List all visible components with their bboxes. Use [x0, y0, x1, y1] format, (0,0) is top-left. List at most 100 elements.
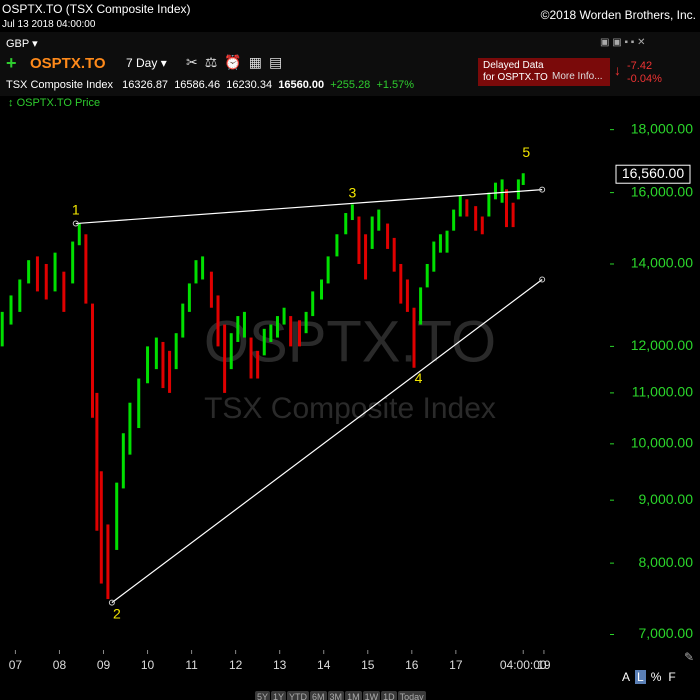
price-bar	[161, 341, 165, 389]
down-arrow: ↓	[614, 62, 621, 78]
price-bar	[242, 311, 246, 338]
tool-icons[interactable]: ✂⚖⏰▦▤	[186, 54, 290, 70]
y-tick-label: 10,000.00	[631, 435, 693, 451]
price-bar	[357, 216, 361, 264]
quote-open: 16326.87	[122, 79, 169, 91]
quote-last: 16560.00	[278, 79, 325, 91]
wave-label: 5	[522, 144, 530, 160]
price-bar	[458, 195, 462, 217]
price-bar	[201, 256, 205, 280]
button[interactable]: F	[668, 670, 676, 684]
price-bar	[386, 223, 390, 249]
button[interactable]: 1D	[381, 691, 397, 700]
y-tick-label: 14,000.00	[631, 255, 693, 271]
window-title: OSPTX.TO (TSX Composite Index)	[2, 2, 191, 16]
button[interactable]: YTD	[287, 691, 310, 700]
price-bar	[432, 241, 436, 272]
price-bar	[474, 206, 478, 231]
button[interactable]: 1W	[362, 691, 381, 700]
price-bar	[194, 260, 198, 284]
watermark-name: TSX Composite Index	[204, 392, 496, 425]
button[interactable]: A	[622, 670, 631, 684]
wave-label: 4	[415, 370, 423, 386]
x-tick-label: 07	[9, 658, 23, 672]
price-bar	[480, 216, 484, 235]
price-bar	[320, 279, 324, 300]
price-bar	[289, 316, 293, 347]
price-bar	[27, 260, 31, 284]
x-tick-label: 09	[97, 658, 111, 672]
price-bar	[350, 204, 354, 221]
button[interactable]: L	[635, 670, 646, 684]
delayed-line1: Delayed Data	[483, 60, 544, 71]
price-bar	[370, 216, 374, 249]
x-tick-label: 19	[537, 658, 551, 672]
price-bar	[311, 291, 315, 317]
trendline	[111, 279, 543, 604]
trendline	[75, 189, 543, 225]
price-bar	[146, 346, 150, 384]
price-bar	[275, 316, 279, 338]
plot-label-text: OSPTX.TO Price	[16, 97, 101, 109]
price-bar	[304, 311, 308, 334]
price-bar	[168, 350, 172, 393]
price-bar	[438, 234, 442, 253]
button[interactable]: Today	[397, 691, 426, 700]
edit-icon[interactable]: ✎	[684, 650, 695, 664]
button[interactable]: 6M	[310, 691, 327, 700]
price-bar	[223, 324, 227, 393]
x-tick-label: 04:00:00	[500, 658, 547, 672]
trendline-end	[539, 186, 546, 193]
price-bar	[262, 328, 266, 356]
price-bar	[84, 234, 88, 304]
price-bar	[282, 307, 286, 325]
add-button[interactable]: +	[6, 53, 17, 73]
symbol[interactable]: OSPTX.TO	[30, 55, 106, 72]
price-bar	[412, 307, 416, 368]
price-bar	[521, 173, 525, 185]
price-bar	[18, 279, 22, 312]
delayed-change: -7.42	[627, 60, 653, 72]
currency[interactable]: GBP ▾	[6, 38, 38, 50]
period[interactable]: 7 Day ▾	[126, 56, 167, 70]
y-tick-label: 16,000.00	[631, 183, 693, 199]
quote-low: 16230.34	[226, 79, 273, 91]
more-info[interactable]: More Info...	[552, 71, 603, 82]
window-controls[interactable]: ▣ ▣ ▪ ▪ ✕	[600, 37, 646, 48]
x-tick-label: 12	[229, 658, 243, 672]
price-bar	[77, 223, 81, 246]
button[interactable]: 5Y	[255, 691, 271, 700]
price-bar	[511, 202, 515, 228]
price-bar	[209, 271, 213, 308]
price-bar	[121, 433, 125, 489]
price-bar	[392, 237, 396, 272]
currency-text: GBP	[6, 38, 30, 50]
button[interactable]: 3M	[327, 691, 345, 700]
y-tick-label: 11,000.00	[632, 384, 693, 400]
button[interactable]: 1M	[345, 691, 362, 700]
y-tick-label: 18,000.00	[631, 120, 693, 136]
price-bar	[487, 192, 491, 217]
price-bar	[95, 392, 99, 531]
price-bar	[128, 402, 132, 455]
delayed-box[interactable]: Delayed Data for OSPTX.TO More Info...	[478, 58, 610, 86]
x-tick-label: 13	[273, 658, 287, 672]
price-bar	[53, 252, 57, 292]
price-bar	[504, 189, 508, 228]
button[interactable]: %	[650, 670, 662, 684]
quote-name: TSX Composite Index	[6, 79, 113, 91]
price-bar	[335, 234, 339, 257]
price-bar	[236, 316, 240, 342]
wave-label: 2	[113, 605, 121, 621]
x-tick-label: 14	[317, 658, 331, 672]
button[interactable]: 1Y	[271, 691, 287, 700]
trendline-end	[72, 220, 79, 227]
price-bar	[181, 303, 185, 338]
x-tick-label: 11	[185, 658, 198, 672]
timeframe-bar: 5Y 1Y YTD 6M 3M 1M 1W 1D Today	[255, 687, 427, 700]
price-bar	[106, 524, 110, 600]
price-bar	[137, 378, 141, 429]
price-bar	[90, 303, 94, 418]
price-bar	[187, 283, 191, 312]
